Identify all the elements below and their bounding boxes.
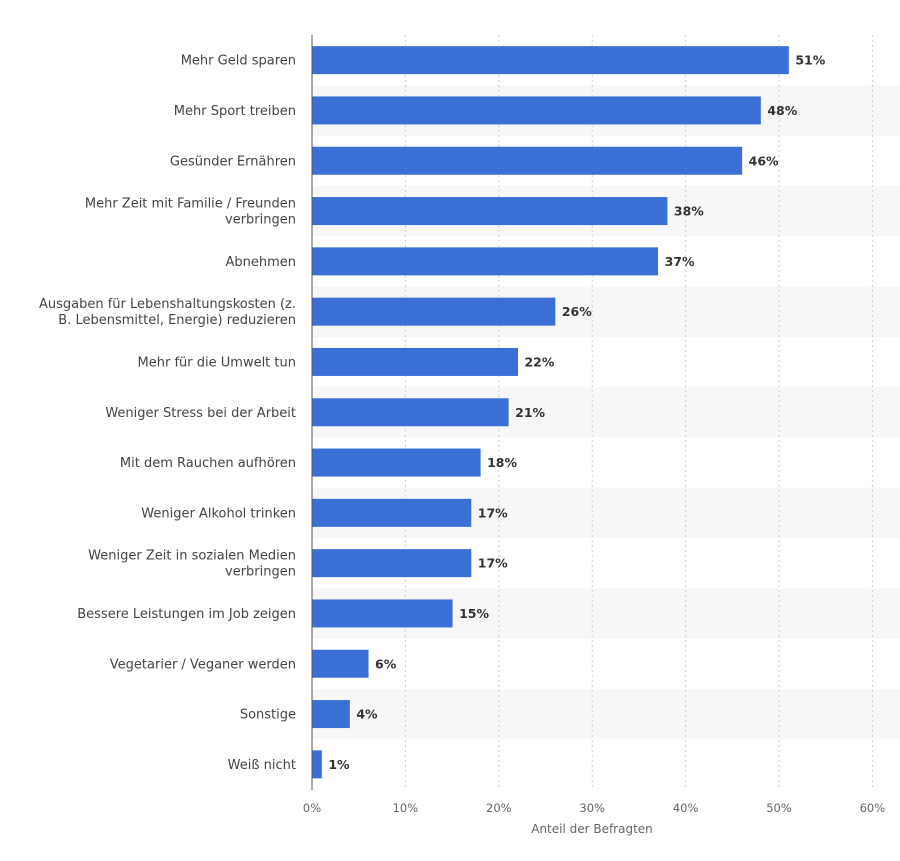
category-label-line: B. Lebensmittel, Energie) reduzieren	[58, 313, 296, 328]
category-label: Weniger Zeit in sozialen Medien verbringe…	[88, 549, 296, 580]
category-label: Weniger Alkohol trinken	[141, 506, 296, 521]
x-tick-label: 60%	[860, 801, 886, 815]
bar[interactable]	[312, 649, 369, 678]
category-label: Weiß nicht	[228, 758, 296, 773]
bar[interactable]	[312, 297, 556, 326]
value-labels: 51% 48% 46% 38% 37% 26% 22% 21% 18% 17% 17% 15% 6% 4%…	[328, 53, 825, 772]
category-label: Mehr für die Umwelt tun	[138, 355, 296, 370]
bar[interactable]	[312, 146, 743, 175]
bar[interactable]	[312, 197, 668, 226]
bar[interactable]	[312, 750, 322, 779]
x-tick-labels: 0% 10% 20% 30% 40% 50% 60%	[303, 801, 885, 815]
x-tick-label: 30%	[579, 801, 605, 815]
value-label: 18%	[487, 455, 517, 470]
bar[interactable]	[312, 347, 518, 376]
category-label-line: Mehr für die Umwelt tun	[138, 355, 296, 370]
category-label: Mit dem Rauchen aufhören	[120, 456, 296, 471]
value-label: 48%	[767, 103, 797, 118]
bar[interactable]	[312, 599, 453, 628]
category-label-line: Vegetarier / Veganer werden	[110, 657, 296, 672]
bar[interactable]	[312, 46, 789, 75]
category-label-line: Mehr Sport treiben	[174, 104, 296, 119]
value-label: 21%	[515, 405, 545, 420]
category-labels: Mehr Geld sparen Mehr Sport treiben Gesünd…	[39, 54, 296, 773]
category-label-line: Mit dem Rauchen aufhören	[120, 456, 296, 471]
category-label: Vegetarier / Veganer werden	[110, 657, 296, 672]
x-axis-title: Anteil der Befragten	[531, 822, 653, 836]
value-label: 38%	[674, 204, 704, 219]
category-label: Sonstige	[240, 708, 296, 723]
value-label: 46%	[749, 153, 779, 168]
category-label-line: Mehr Zeit mit Familie / Freunden	[85, 197, 296, 212]
bar[interactable]	[312, 549, 472, 578]
value-label: 37%	[665, 254, 695, 269]
category-label-line: Weniger Zeit in sozialen Medien	[88, 549, 296, 564]
x-tick-label: 40%	[673, 801, 699, 815]
bar[interactable]	[312, 700, 350, 729]
category-label: Gesünder Ernähren	[170, 154, 296, 169]
value-label: 6%	[375, 656, 397, 671]
category-label: Weniger Stress bei der Arbeit	[105, 406, 296, 421]
x-tick-label: 50%	[766, 801, 792, 815]
value-label: 22%	[524, 354, 554, 369]
category-label-line: verbringen	[225, 213, 296, 228]
value-label: 4%	[356, 707, 378, 722]
row-band	[312, 688, 900, 740]
category-label-line: Gesünder Ernähren	[170, 154, 296, 169]
bars	[312, 46, 789, 779]
x-tick-label: 0%	[303, 801, 321, 815]
value-label: 51%	[795, 53, 825, 68]
category-label: Mehr Zeit mit Familie / Freunden verbring…	[85, 197, 296, 228]
category-label-line: Abnehmen	[225, 255, 296, 270]
bar[interactable]	[312, 398, 509, 427]
category-label-line: Sonstige	[240, 708, 296, 723]
category-label-line: Mehr Geld sparen	[181, 54, 296, 69]
category-label-line: Weniger Alkohol trinken	[141, 506, 296, 521]
category-label-line: Weniger Stress bei der Arbeit	[105, 406, 296, 421]
category-label-line: verbringen	[225, 565, 296, 580]
bar[interactable]	[312, 96, 761, 125]
category-label: Mehr Geld sparen	[181, 54, 296, 69]
category-label: Mehr Sport treiben	[174, 104, 296, 119]
value-label: 15%	[459, 606, 489, 621]
category-label: Bessere Leistungen im Job zeigen	[77, 607, 296, 622]
category-label: Ausgaben für Lebenshaltungskosten (z. B. …	[39, 297, 296, 328]
x-tick-label: 20%	[486, 801, 512, 815]
value-label: 1%	[328, 757, 350, 772]
category-label-line: Ausgaben für Lebenshaltungskosten (z.	[39, 297, 296, 312]
category-label-line: Bessere Leistungen im Job zeigen	[77, 607, 296, 622]
bar[interactable]	[312, 448, 481, 477]
bar[interactable]	[312, 247, 659, 276]
value-label: 26%	[562, 304, 592, 319]
value-label: 17%	[478, 505, 508, 520]
bar[interactable]	[312, 498, 472, 527]
category-label: Abnehmen	[225, 255, 296, 270]
value-label: 17%	[478, 556, 508, 571]
category-label-line: Weiß nicht	[228, 758, 296, 773]
x-tick-label: 10%	[393, 801, 419, 815]
